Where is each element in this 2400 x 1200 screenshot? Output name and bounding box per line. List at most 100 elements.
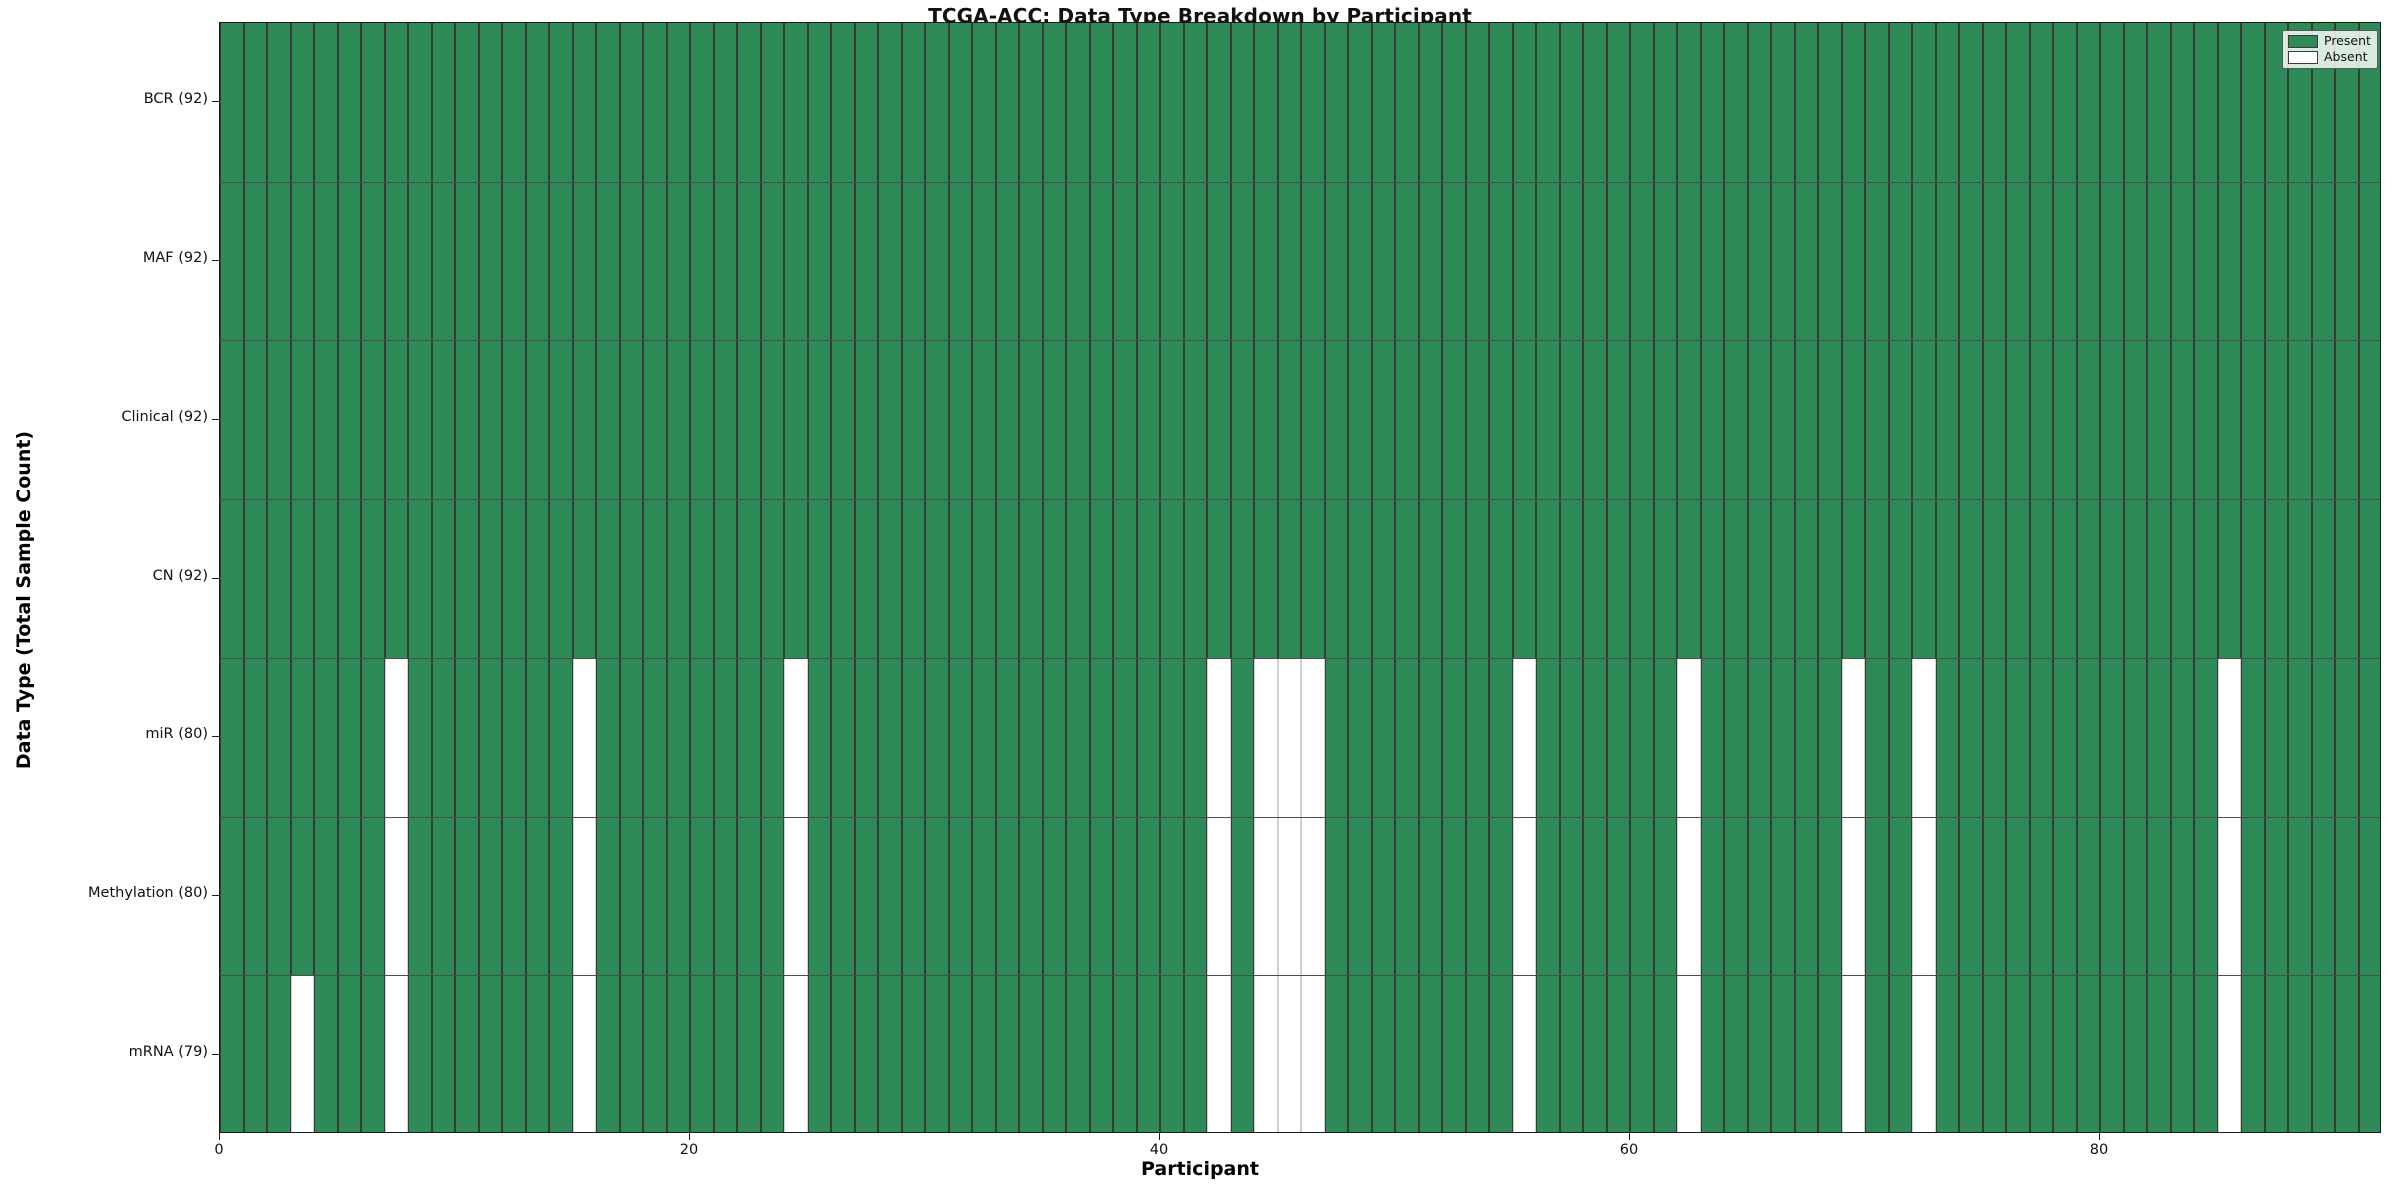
heatmap-cell [1277,499,1301,658]
heatmap-cell [831,23,855,182]
x-tick-mark [689,1133,690,1140]
heatmap-cell [1818,23,1842,182]
heatmap-cell [1747,816,1771,976]
heatmap-cell [243,23,267,182]
heatmap-cell [1982,657,2006,817]
heatmap-cell [2241,816,2265,976]
heatmap-cell [1113,975,1137,1132]
heatmap-cell [2241,975,2265,1132]
heatmap-cell [1559,975,1583,1132]
heatmap-cell [643,181,667,341]
heatmap-cell [2123,975,2147,1132]
heatmap-cell [2100,340,2124,500]
heatmap-cell [549,181,573,341]
heatmap-cell [1794,975,1818,1132]
heatmap-cell [1418,657,1442,817]
heatmap-cell [619,499,643,658]
heatmap-cell [1653,181,1677,341]
heatmap-cell [243,340,267,500]
heatmap-cell [1160,340,1184,500]
heatmap-cell [1324,975,1348,1132]
heatmap-cell [1935,975,1959,1132]
heatmap-cell [2358,340,2380,500]
heatmap-cell [760,657,784,817]
heatmap-cell [525,816,549,976]
heatmap-cell [2264,975,2288,1132]
heatmap-cell [1865,657,1889,817]
heatmap-cell [1465,816,1489,976]
heatmap-cell [1512,657,1536,817]
heatmap-cell [1912,181,1936,341]
legend: Present Absent [2282,30,2378,69]
heatmap-cell [925,23,949,182]
heatmap-cell [1113,181,1137,341]
heatmap-cell [1395,499,1419,658]
heatmap-cell [1254,499,1278,658]
heatmap-cell [2170,816,2194,976]
heatmap-cell [1724,975,1748,1132]
heatmap-cell [1653,975,1677,1132]
heatmap-cell [925,340,949,500]
heatmap-cell [1042,23,1066,182]
heatmap-row-methylation [220,816,2380,976]
heatmap-cell [455,23,479,182]
heatmap-cell [972,181,996,341]
heatmap-row-mrna [220,975,2380,1132]
heatmap-row-cn [220,499,2380,658]
heatmap-cell [1113,23,1137,182]
heatmap-cell [314,340,338,500]
heatmap-cell [1841,816,1865,976]
heatmap-cell [1348,23,1372,182]
heatmap-cell [2053,499,2077,658]
heatmap-cell [1371,975,1395,1132]
heatmap-cell [2053,975,2077,1132]
heatmap-cell [337,181,361,341]
heatmap-cell [2311,657,2335,817]
heatmap-cell [478,23,502,182]
heatmap-cell [2264,340,2288,500]
heatmap-cell [1324,499,1348,658]
heatmap-cell [1888,23,1912,182]
heatmap-cell [431,816,455,976]
heatmap-cell [1841,499,1865,658]
heatmap-cell [2311,340,2335,500]
heatmap-cell [690,23,714,182]
heatmap-cell [1794,340,1818,500]
heatmap-cell [619,816,643,976]
heatmap-cell [2006,181,2030,341]
heatmap-cell [1630,23,1654,182]
heatmap-cell [1630,816,1654,976]
heatmap-cell [1982,499,2006,658]
heatmap-cell [713,816,737,976]
y-tick-mark [212,260,219,262]
heatmap-cell [478,657,502,817]
heatmap-cell [1700,975,1724,1132]
heatmap-cell [2194,657,2218,817]
heatmap-cell [878,657,902,817]
heatmap-cell [1724,181,1748,341]
heatmap-cell [1794,499,1818,658]
heatmap-cell [2311,975,2335,1132]
heatmap-cell [1089,23,1113,182]
heatmap-cell [784,23,808,182]
heatmap-cell [1254,975,1278,1132]
heatmap-cell [1254,657,1278,817]
heatmap-cell [948,975,972,1132]
heatmap-cell [737,975,761,1132]
heatmap-cell [1489,340,1513,500]
heatmap-cell [1301,340,1325,500]
heatmap-cell [2288,816,2312,976]
heatmap-cell [1630,657,1654,817]
heatmap-cell [737,499,761,658]
heatmap-cell [1912,816,1936,976]
heatmap-cell [337,816,361,976]
heatmap-cell [2053,816,2077,976]
heatmap-cell [2241,499,2265,658]
heatmap-cell [1583,816,1607,976]
heatmap-cell [1959,816,1983,976]
y-tick-label-cn: CN (92) [152,567,208,584]
heatmap-cell [1066,816,1090,976]
heatmap-cell [337,975,361,1132]
heatmap-cell [807,181,831,341]
heatmap-cell [2170,499,2194,658]
